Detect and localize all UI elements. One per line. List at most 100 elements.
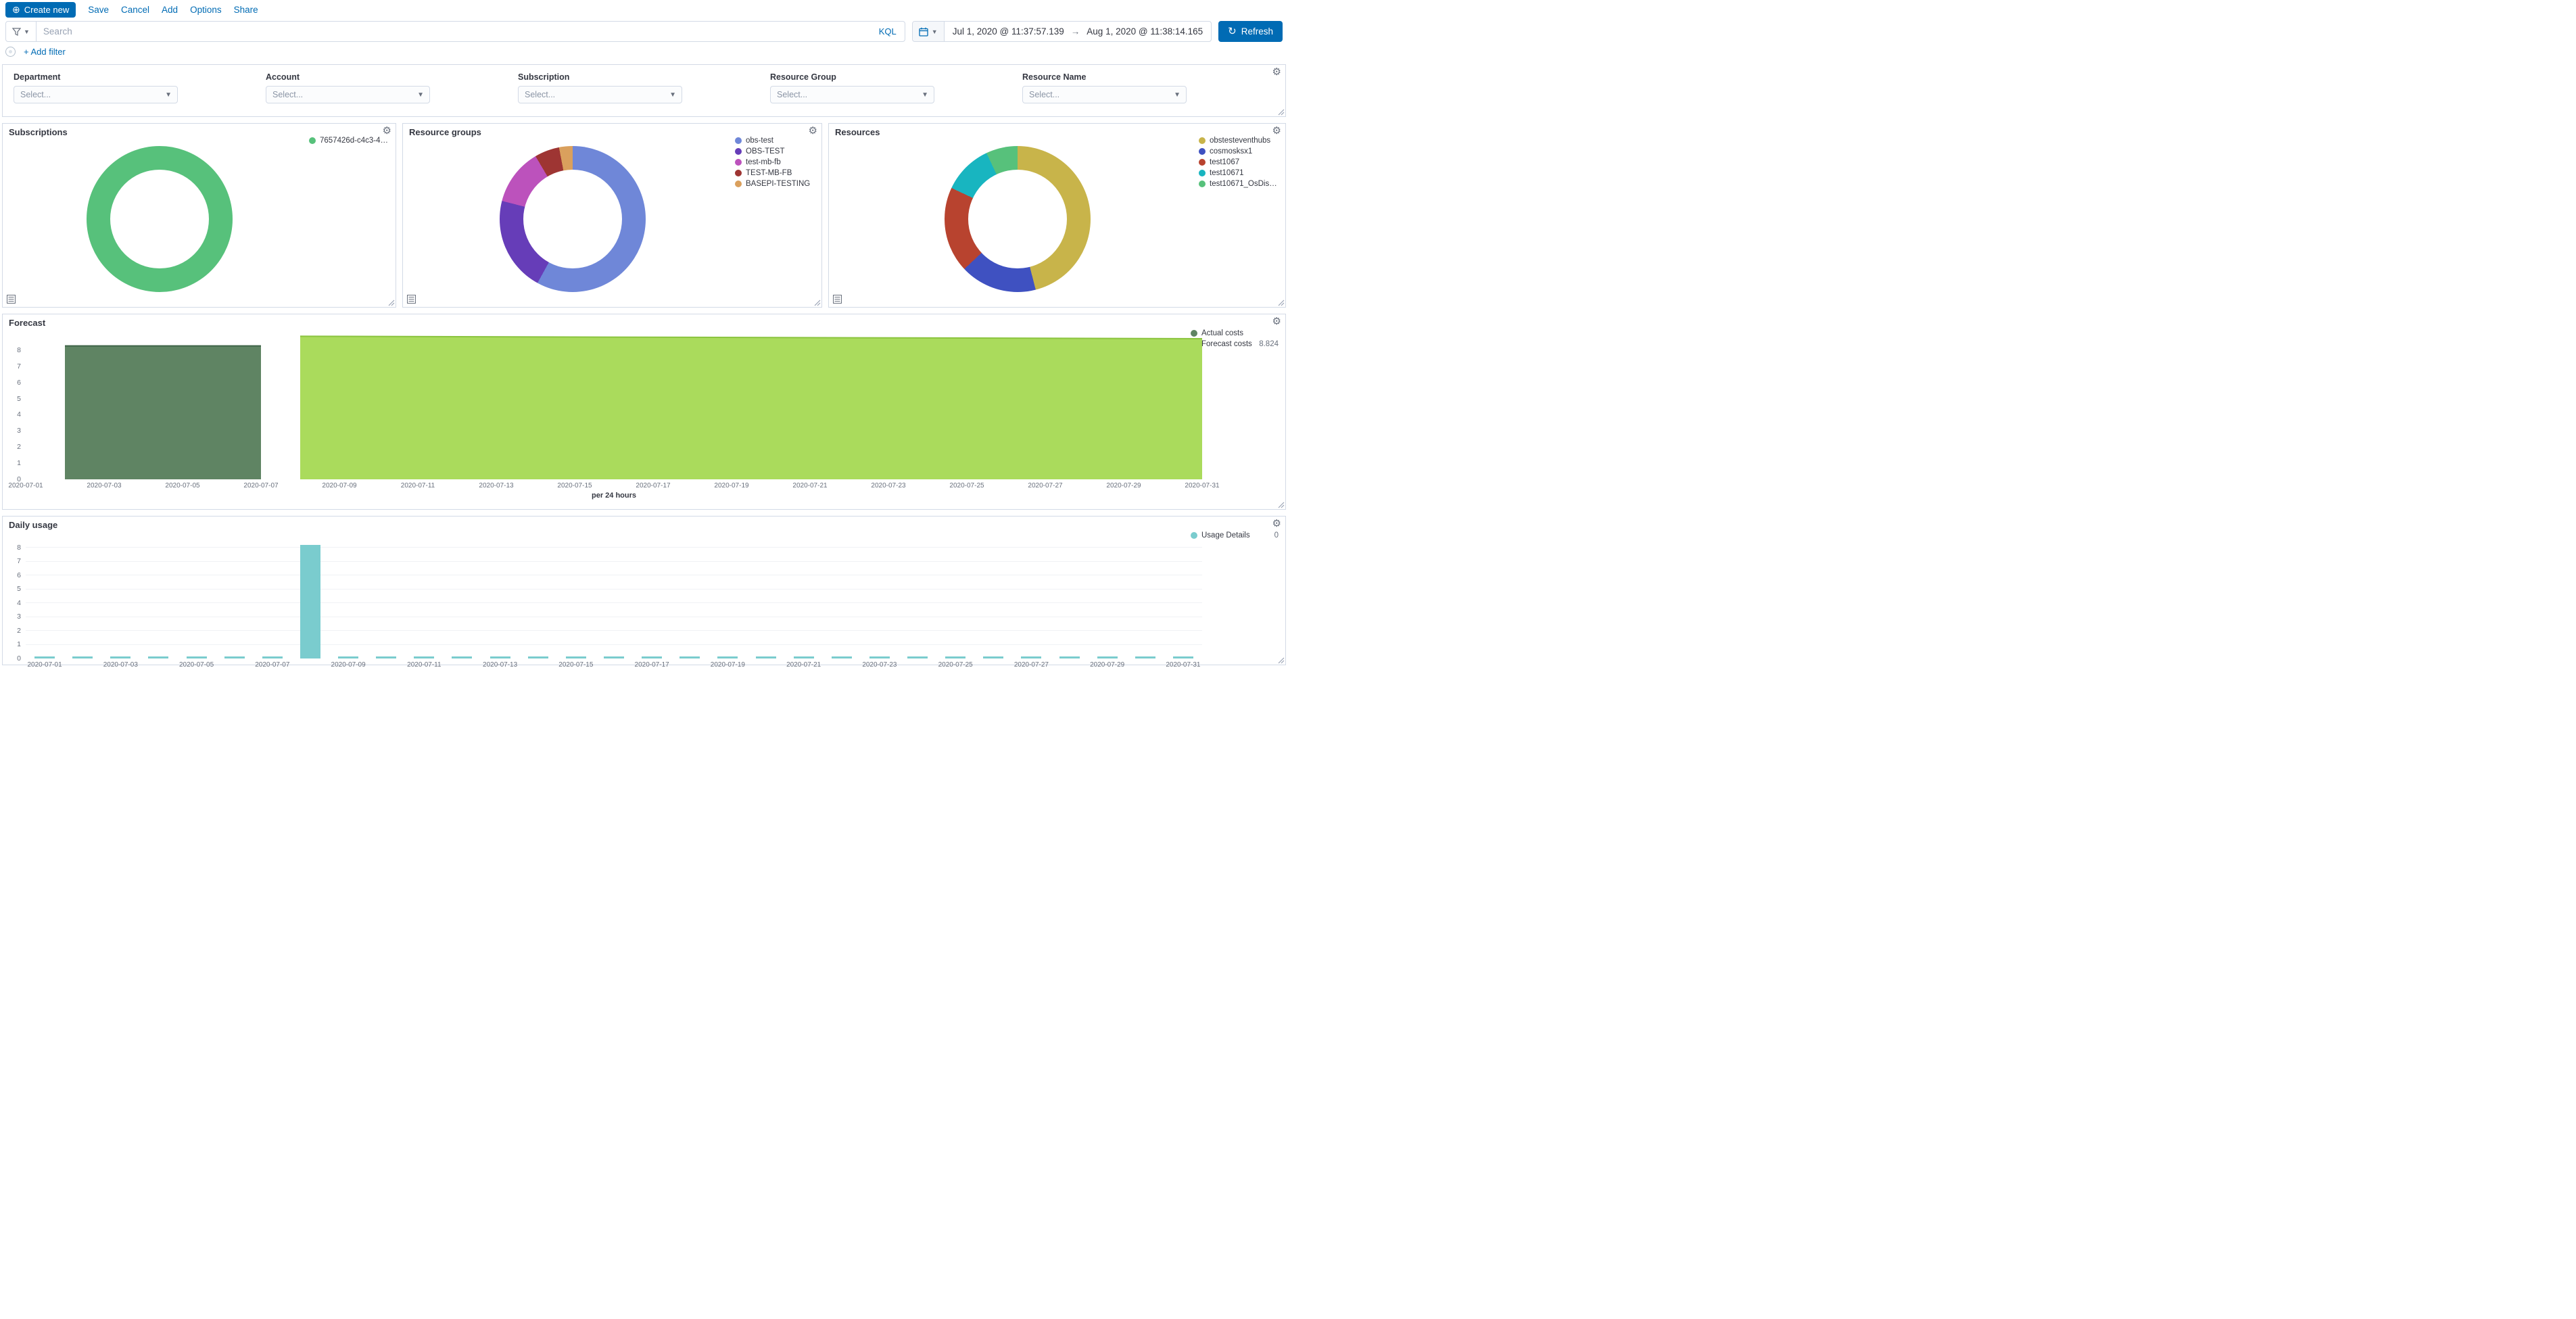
resource-groups-donut-chart[interactable] [499, 145, 646, 292]
usage-bar[interactable] [148, 656, 169, 658]
menu-item-share[interactable]: Share [233, 4, 258, 15]
usage-bar[interactable] [34, 656, 55, 658]
usage-bar[interactable] [679, 656, 700, 658]
usage-bar[interactable] [831, 656, 852, 658]
legend-item[interactable]: Usage Details 0 [1191, 531, 1279, 539]
usage-bar[interactable] [224, 656, 245, 658]
refresh-button[interactable]: ↻ Refresh [1218, 21, 1283, 42]
saved-query-button[interactable]: ▼ [6, 22, 37, 41]
inspector-icon[interactable] [407, 295, 416, 304]
control-select-dropdown[interactable]: Select... ▼ [770, 86, 934, 103]
usage-bar[interactable] [186, 656, 207, 658]
panel-title: Resource groups [409, 127, 481, 137]
start-date[interactable]: Jul 1, 2020 @ 11:37:57.139 [952, 26, 1064, 37]
gear-icon[interactable]: ⚙ [1272, 125, 1281, 137]
search-input[interactable] [36, 22, 871, 41]
x-axis-label: 2020-07-15 [557, 482, 592, 489]
daily-usage-bar-chart[interactable]: 0 1 2 3 4 5 6 7 8 2020-07-01 2020-07-03 2020-07-05 2… [17, 534, 1202, 669]
select-placeholder: Select... [525, 90, 556, 99]
usage-bar[interactable] [1172, 656, 1193, 658]
legend-item[interactable]: OBS-TEST [735, 147, 815, 155]
usage-bar[interactable] [983, 656, 1004, 658]
legend-item[interactable]: test10671 [1199, 169, 1279, 177]
usage-bar[interactable] [338, 656, 359, 658]
legend-item[interactable]: obs-test [735, 137, 815, 145]
legend-item[interactable]: TEST-MB-FB [735, 169, 815, 177]
area-series-actual-costs[interactable] [65, 345, 261, 479]
legend-label: Actual costs [1201, 329, 1243, 337]
menu-item-save[interactable]: Save [88, 4, 109, 15]
control-resource-name: Resource Name Select... ▼ [1022, 72, 1187, 103]
usage-bar[interactable] [262, 656, 283, 658]
resources-panel: Resources ⚙ obstesteventhubs cosmosksx1 te… [828, 123, 1286, 308]
gear-icon[interactable]: ⚙ [808, 125, 817, 137]
control-select-dropdown[interactable]: Select... ▼ [14, 86, 178, 103]
legend-item[interactable]: BASEPI-TESTING [735, 180, 815, 188]
usage-bar[interactable] [717, 656, 738, 658]
gear-icon[interactable]: ⚙ [382, 125, 391, 137]
legend-item[interactable]: Actual costs [1191, 329, 1279, 337]
usage-bar[interactable] [1059, 656, 1080, 658]
legend-item[interactable]: Forecast costs 8.824 [1191, 340, 1279, 348]
usage-bar[interactable] [490, 656, 510, 658]
usage-bar[interactable] [755, 656, 776, 658]
forecast-area-chart[interactable]: per 24 hours 0 1 2 3 4 5 6 7 8 2020-07-01 2020-07-… [8, 335, 1220, 500]
usage-bar[interactable] [452, 656, 473, 658]
date-range: Jul 1, 2020 @ 11:37:57.139 → Aug 1, 2020… [945, 22, 1211, 41]
y-axis-label: 7 [17, 557, 21, 566]
legend-item[interactable]: 7657426d-c4c3-44… [309, 137, 389, 145]
control-select-dropdown[interactable]: Select... ▼ [518, 86, 682, 103]
add-filter-button[interactable]: + Add filter [24, 47, 66, 57]
y-axis-label: 6 [17, 571, 21, 579]
usage-bar[interactable] [414, 656, 435, 658]
end-date[interactable]: Aug 1, 2020 @ 11:38:14.165 [1087, 26, 1203, 37]
calendar-button[interactable]: ▼ [912, 22, 945, 41]
usage-bar[interactable] [376, 656, 397, 658]
legend-item[interactable]: test10671_OsDisk_1… [1199, 180, 1279, 188]
usage-bar[interactable] [642, 656, 663, 658]
inspector-icon[interactable] [7, 295, 16, 304]
usage-bar[interactable] [869, 656, 890, 658]
gear-icon[interactable]: ⚙ [1272, 316, 1281, 327]
resources-donut-chart[interactable] [944, 145, 1091, 292]
usage-bar[interactable] [907, 656, 928, 658]
usage-bar[interactable] [1097, 656, 1118, 658]
filter-set-icon[interactable] [5, 47, 16, 57]
control-select-dropdown[interactable]: Select... ▼ [1022, 86, 1187, 103]
select-placeholder: Select... [777, 90, 808, 99]
resize-handle[interactable] [1277, 501, 1285, 508]
resize-handle[interactable] [1277, 299, 1285, 306]
gear-icon[interactable]: ⚙ [1272, 66, 1281, 78]
resize-handle[interactable] [387, 299, 395, 306]
inspector-icon[interactable] [833, 295, 842, 304]
kql-toggle-button[interactable]: KQL [878, 26, 897, 37]
legend-item[interactable]: cosmosksx1 [1199, 147, 1279, 155]
area-series-forecast-costs[interactable] [300, 336, 1202, 479]
usage-bar[interactable] [110, 656, 131, 658]
usage-bar[interactable] [1021, 656, 1042, 658]
resize-handle[interactable] [1277, 108, 1285, 116]
create-new-button[interactable]: ⊕ Create new [5, 1, 76, 18]
legend-item[interactable]: obstesteventhubs [1199, 137, 1279, 145]
gear-icon[interactable]: ⚙ [1272, 518, 1281, 529]
resize-handle[interactable] [813, 299, 821, 306]
x-axis-label: 2020-07-03 [87, 482, 122, 489]
usage-bar[interactable] [945, 656, 966, 658]
usage-bar[interactable] [300, 545, 320, 658]
resize-handle[interactable] [1277, 656, 1285, 664]
refresh-icon: ↻ [1228, 26, 1237, 37]
legend-item[interactable]: test-mb-fb [735, 158, 815, 166]
subscriptions-donut-chart[interactable] [86, 145, 233, 292]
usage-bar[interactable] [793, 656, 814, 658]
control-select-dropdown[interactable]: Select... ▼ [266, 86, 430, 103]
menu-item-options[interactable]: Options [190, 4, 222, 15]
usage-bar[interactable] [1135, 656, 1155, 658]
menu-item-cancel[interactable]: Cancel [121, 4, 150, 15]
menu-item-add[interactable]: Add [162, 4, 178, 15]
usage-bar[interactable] [565, 656, 586, 658]
gridline [26, 560, 1202, 562]
legend-item[interactable]: test1067 [1199, 158, 1279, 166]
usage-bar[interactable] [527, 656, 548, 658]
usage-bar[interactable] [604, 656, 624, 658]
usage-bar[interactable] [72, 656, 93, 658]
